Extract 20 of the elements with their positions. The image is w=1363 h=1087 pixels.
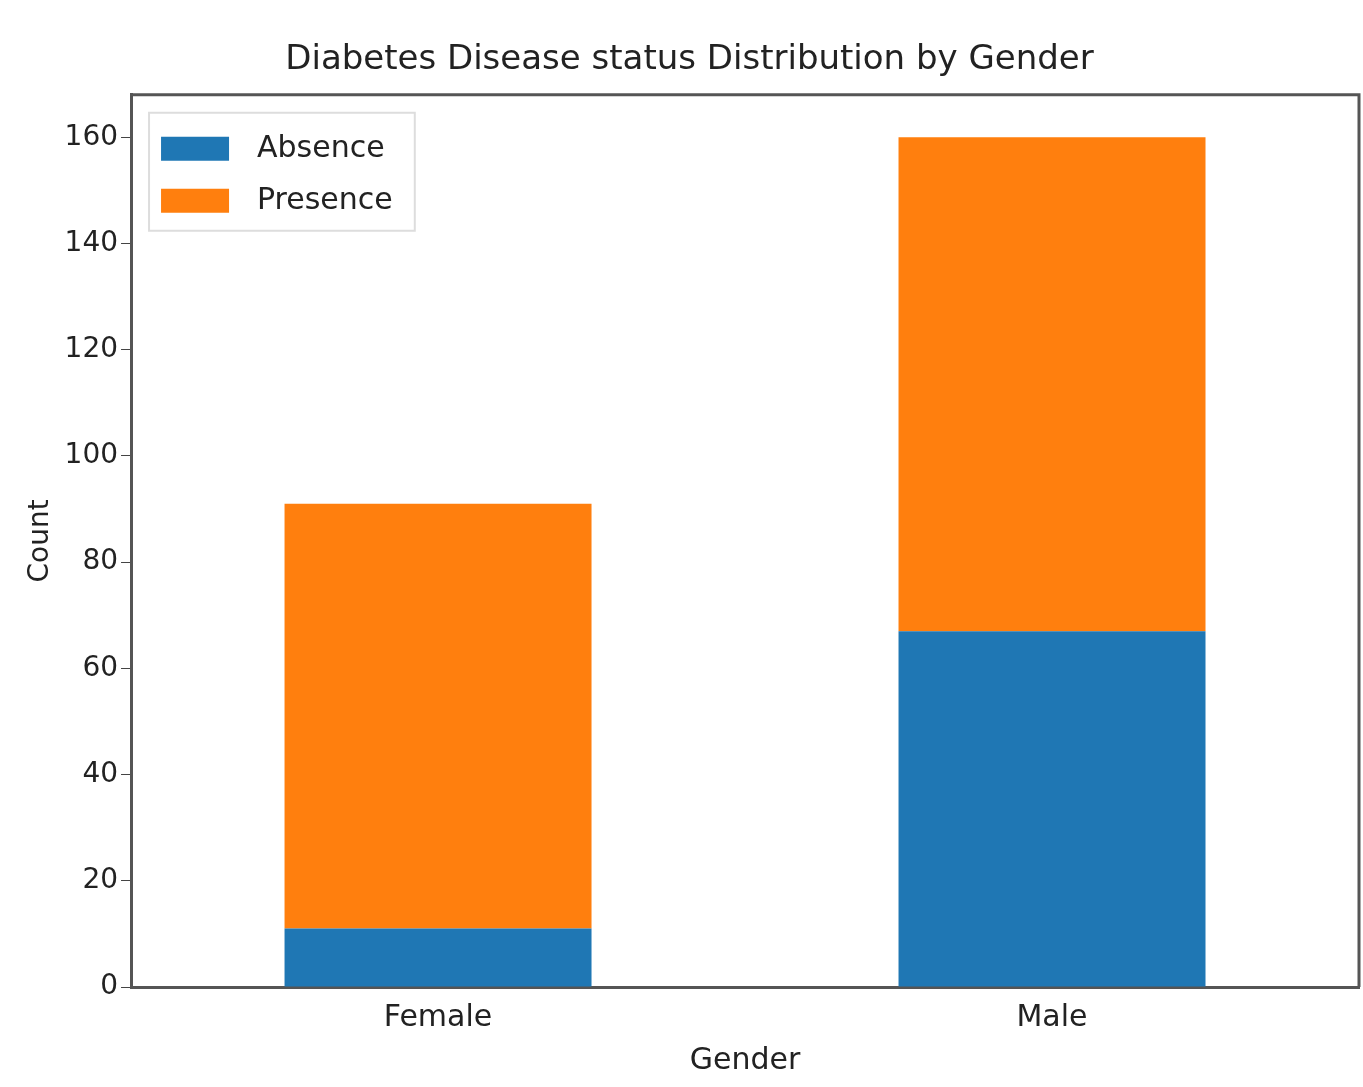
bar	[284, 503, 592, 929]
bar	[284, 928, 592, 987]
bar	[898, 137, 1206, 632]
y-tick-label: 20	[82, 862, 119, 896]
y-tick-label: 160	[64, 118, 119, 152]
bar	[898, 631, 1206, 987]
x-tick-label: Male	[1016, 997, 1088, 1033]
y-tick-label: 60	[82, 649, 119, 683]
y-tick-label: 80	[82, 543, 119, 577]
legend-label: Presence	[257, 180, 393, 216]
x-axis-title: Gender	[689, 1040, 801, 1076]
x-tick-label: Female	[383, 997, 493, 1033]
y-tick-label: 120	[64, 331, 119, 364]
y-tick-label: 0	[100, 968, 119, 1002]
y-tick-label: 100	[64, 437, 119, 471]
y-tick-label: 40	[82, 755, 119, 789]
y-axis-title: Count	[22, 499, 56, 583]
chart-title: Diabetes Disease status Distribution by Gender	[285, 37, 1094, 78]
y-tick-label: 140	[64, 224, 119, 258]
legend-label: Absence	[257, 128, 385, 164]
